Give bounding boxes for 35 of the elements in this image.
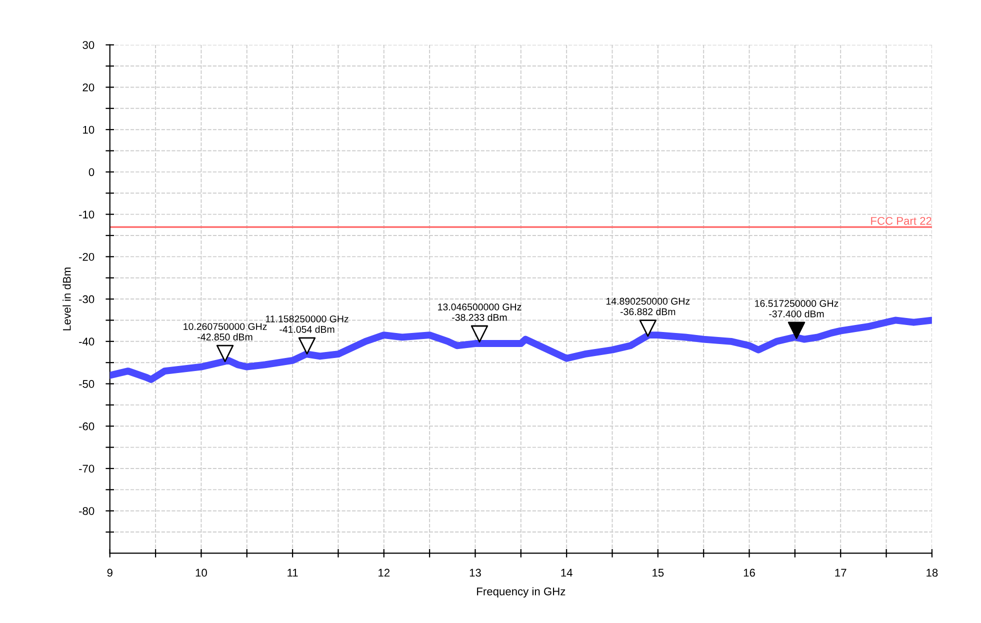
ref-line-label: FCC Part 22 (871, 216, 932, 225)
y-tick-label: -80 (79, 507, 94, 515)
y-tick-label: 10 (83, 126, 94, 134)
y-tick-label: -10 (79, 210, 94, 218)
x-tick-label: 16 (744, 568, 755, 577)
y-tick-label: -20 (79, 252, 94, 261)
x-tick-label: 10 (196, 568, 207, 577)
y-tick-label: 0 (88, 168, 94, 176)
annotation: 13.046500000 GHz -38.233 dBm (438, 304, 522, 321)
y-tick-label: -40 (79, 338, 94, 346)
y-tick-label: -60 (79, 422, 94, 430)
x-tick-label: 17 (835, 568, 846, 577)
point (470, 325, 488, 343)
x-tick-label: 18 (926, 568, 938, 577)
y-tick-label: -30 (79, 295, 94, 304)
x-tick-label: 12 (378, 568, 390, 577)
x-axis-title: Frequency in GHz (477, 587, 566, 598)
annotation: 16.517250000 GHz -37.400 dBm (755, 300, 838, 318)
point (216, 344, 234, 362)
y-tick-label: 20 (82, 83, 94, 92)
y-tick-label: -50 (79, 380, 94, 388)
x-tick-label: 14 (561, 568, 572, 577)
x-tick-label: 11 (288, 568, 298, 577)
y-axis-title: Level in dBm (62, 268, 71, 330)
point (788, 322, 806, 339)
point (298, 337, 316, 354)
y-tick-label: -70 (79, 464, 94, 473)
annotation: 14.890250000 GHz -36.882 dBm (606, 298, 690, 316)
y-tick-label: 30 (82, 41, 94, 49)
x-tick-label: 15 (652, 568, 664, 577)
x-tick-label: 9 (107, 568, 112, 577)
annotation: 11.158250000 GHz -41.054 dBm (266, 315, 348, 333)
x-tick-label: 13 (470, 568, 481, 577)
annotation: 10.260750000 GHz -42.850 dBm (184, 323, 267, 340)
point (639, 320, 657, 337)
